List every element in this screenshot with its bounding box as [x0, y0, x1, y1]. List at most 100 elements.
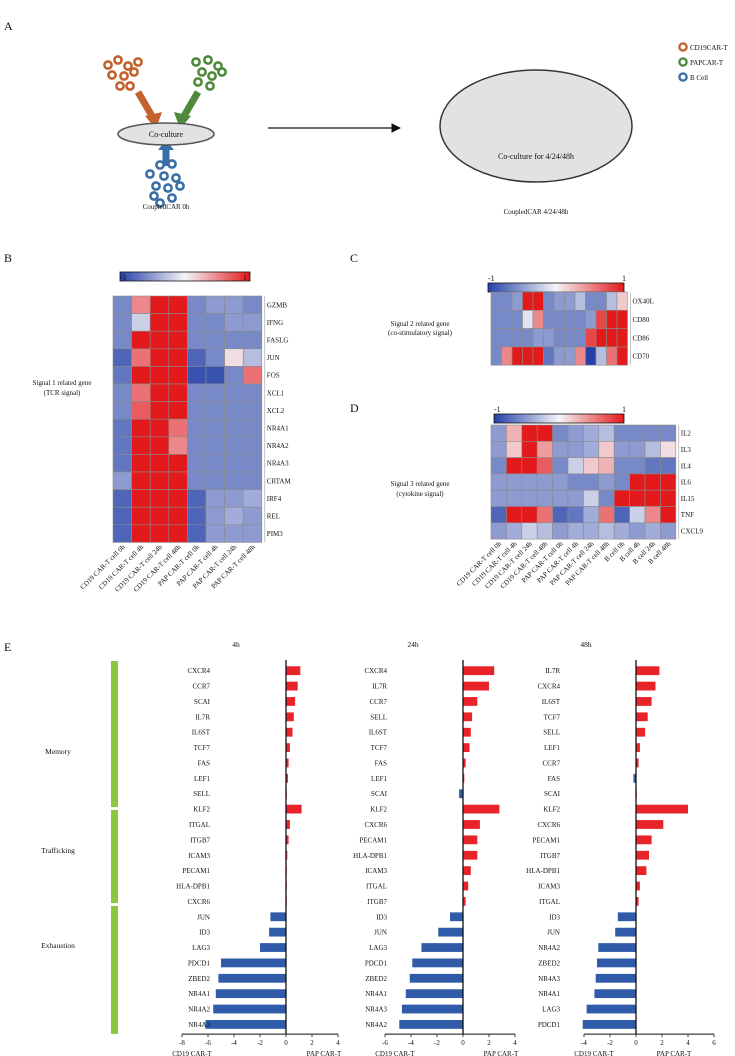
- legend-cd19: CD19CAR-T: [690, 44, 728, 52]
- bar: [286, 697, 296, 706]
- gene-label: SCAI: [371, 790, 388, 798]
- pap-cell: [207, 71, 217, 81]
- cd19-arrowhead: [145, 112, 162, 129]
- c-heat-cell: [553, 328, 565, 348]
- gene-label: IL6ST: [369, 729, 388, 737]
- c-heat-cell: [522, 309, 534, 329]
- c-heat-cell: [616, 309, 628, 329]
- b-heat-cell: [112, 295, 132, 314]
- x-tick-label: -6: [205, 1039, 211, 1047]
- gene-label: LAG3: [369, 944, 387, 952]
- legend: CD19CAR-T PAPCAR-T B Cell: [678, 42, 728, 82]
- bcell-cell: [159, 171, 169, 181]
- d-heat-cell: [598, 473, 615, 491]
- gene-label: FAS: [198, 759, 210, 767]
- chart-title: 24h: [407, 640, 419, 649]
- b-heat-cell: [112, 436, 132, 455]
- bar-charts: 4h CXCR4 CCR7 SCAI IL7R IL6ST TCF7 FAS LEF1 SELL K…: [172, 640, 716, 1056]
- d-heat-cell: [490, 473, 507, 491]
- bar: [286, 743, 290, 752]
- c-row-title-2: (co-stimulatory signal): [388, 329, 453, 337]
- b-color-scale: [119, 271, 251, 282]
- gene-label: CXCR4: [364, 667, 387, 675]
- c-heat-cell: [574, 309, 586, 329]
- d-heat-cell: [613, 473, 630, 491]
- d-gene-label: CXCL9: [681, 527, 704, 535]
- gene-label: JUN: [374, 929, 387, 937]
- bar: [636, 681, 656, 691]
- b-heat-cell: [168, 471, 188, 490]
- x-tick-label: -4: [581, 1039, 587, 1047]
- d-heat-cell: [506, 424, 523, 442]
- b-heat-cell: [112, 313, 132, 332]
- c-heat-cell: [595, 346, 607, 366]
- b-row-title-2: (TCR signal): [44, 389, 81, 397]
- d-heat-cell: [552, 473, 569, 491]
- d-heat-cell: [613, 522, 630, 540]
- b-heat-cell: [187, 313, 207, 332]
- c-heat-cell: [595, 291, 607, 311]
- panel-label-a: A: [4, 19, 13, 33]
- b-heat-cell: [187, 366, 207, 385]
- legend-pap: PAPCAR-T: [690, 59, 724, 67]
- gene-label: ITGAL: [539, 898, 560, 906]
- b-gene-label: REL: [267, 513, 280, 521]
- c-heat-cell: [606, 328, 618, 348]
- b-heat-cell: [168, 295, 188, 314]
- b-heat-cell: [242, 489, 263, 508]
- c-heat-cell: [511, 328, 523, 348]
- gene-label: HLA-DPB1: [526, 867, 560, 875]
- c-heat-cell: [522, 291, 534, 311]
- d-heat-cell: [583, 489, 600, 507]
- bar: [463, 881, 469, 891]
- pap-cell: [217, 67, 227, 77]
- b-gene-label: GZMB: [267, 301, 288, 309]
- coculture-label: Co-culture: [149, 130, 184, 139]
- bar: [463, 804, 500, 814]
- c-heat-cell: [501, 328, 513, 348]
- c-row-title-1: Signal 2 related gene: [391, 320, 450, 328]
- d-color-scale: [493, 413, 625, 424]
- b-heat-cell: [224, 418, 244, 438]
- b-heat-cell: [168, 330, 188, 350]
- bar: [286, 727, 293, 737]
- gene-label: PECAM1: [359, 836, 387, 844]
- gene-label: TCF7: [371, 744, 388, 752]
- c-heat-cell: [532, 328, 544, 348]
- bcell-cell: [167, 193, 177, 203]
- panel-label-b: B: [4, 251, 12, 265]
- b-heat-cell: [131, 436, 151, 455]
- gene-label: TCF7: [194, 744, 211, 752]
- cd19-cell: [119, 71, 129, 81]
- bar: [617, 912, 636, 922]
- b-heat-cell: [149, 471, 170, 490]
- bar: [260, 943, 286, 952]
- gene-label: SELL: [370, 713, 387, 721]
- d-heat-cell: [567, 473, 584, 491]
- bar: [597, 958, 636, 968]
- left-annotation: CD19 CAR-T: [172, 1050, 212, 1056]
- d-gene-label: IL4: [681, 462, 692, 470]
- d-heat-cell: [629, 440, 646, 458]
- d-heat-cell: [660, 424, 677, 442]
- gene-label: IL6ST: [192, 729, 211, 737]
- b-heat-cell: [187, 401, 207, 420]
- b-heat-cell: [187, 524, 207, 543]
- b-heat-cell: [187, 330, 207, 350]
- d-heat-cell: [644, 473, 661, 491]
- gene-label: CXCR6: [187, 898, 210, 906]
- gene-label: ITGB7: [190, 836, 210, 844]
- d-heat-cell: [598, 424, 615, 442]
- bcell-cell: [155, 198, 165, 208]
- x-tick-label: 0: [634, 1039, 638, 1047]
- gene-label: CCR7: [542, 759, 560, 767]
- b-heat-cell: [242, 348, 263, 367]
- gene-label: LEF1: [194, 775, 210, 783]
- c-heat-cell: [564, 309, 576, 329]
- b-heat-cell: [168, 454, 188, 473]
- c-heat-cell: [564, 328, 576, 348]
- b-heat-cell: [149, 383, 170, 402]
- panel-e-bar-charts: Memory Trafficking Exhaustion 4h CXCR4 CCR…: [41, 640, 716, 1056]
- b-heat-cell: [131, 471, 151, 490]
- bar: [636, 820, 664, 829]
